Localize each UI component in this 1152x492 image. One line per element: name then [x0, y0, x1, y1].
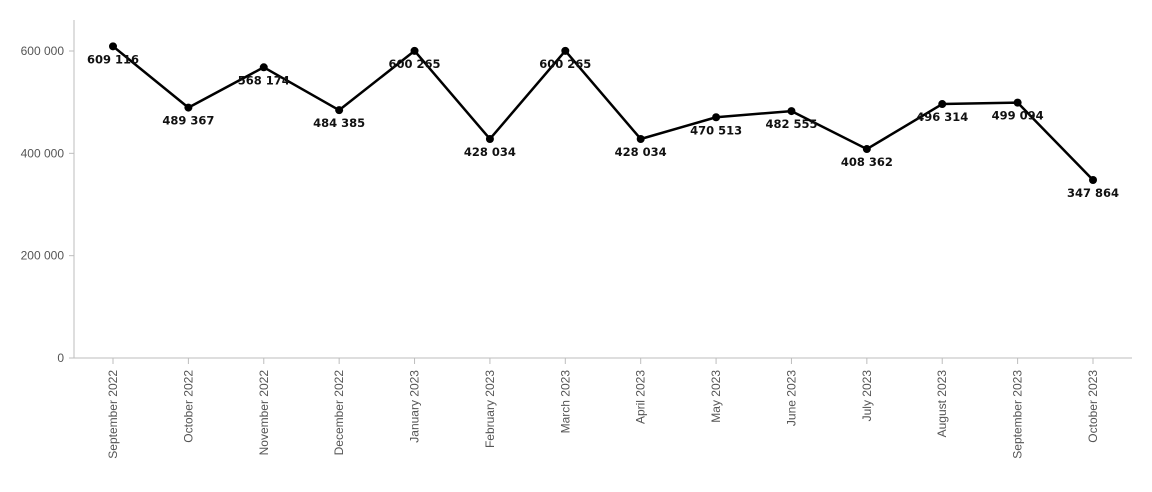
- data-point: [410, 46, 419, 55]
- data-point: [787, 107, 796, 116]
- y-tick-label: 200 000: [21, 249, 65, 263]
- data-label: 484 385: [313, 116, 365, 130]
- x-tick-label: April 2023: [634, 370, 648, 424]
- x-tick-label: January 2023: [408, 370, 422, 443]
- data-point: [938, 100, 947, 109]
- x-tick-label: July 2023: [860, 370, 874, 422]
- x-axis: September 2022 October 2022 November 2022 D…: [74, 357, 1132, 459]
- series-line: [112, 45, 1094, 181]
- data-label: 568 174: [238, 73, 290, 87]
- data-point: [109, 42, 117, 51]
- data-point: [862, 145, 871, 154]
- x-tick-label: June 2023: [784, 370, 798, 426]
- y-tick-label: 600 000: [21, 44, 65, 58]
- data-label: 408 362: [841, 155, 893, 169]
- data-point: [184, 103, 193, 112]
- series: [109, 42, 1097, 185]
- data-point: [1089, 176, 1097, 185]
- data-label: 489 367: [162, 114, 214, 128]
- data-label: 428 034: [464, 145, 516, 159]
- data-label: 496 314: [916, 110, 968, 124]
- data-labels: 609 116 489 367 568 174 484 385 600 265 428 0…: [87, 52, 1119, 200]
- x-tick-label: March 2023: [558, 370, 572, 434]
- x-tick-label: September 2023: [1011, 370, 1025, 459]
- data-point: [636, 134, 645, 143]
- data-label: 499 094: [992, 109, 1044, 123]
- x-tick-label: December 2022: [332, 370, 346, 456]
- data-point: [485, 134, 494, 143]
- x-tick-label: November 2022: [257, 370, 271, 456]
- data-label: 609 116: [87, 52, 139, 66]
- data-point: [561, 46, 570, 55]
- y-tick-label: 0: [57, 351, 64, 365]
- data-label: 428 034: [615, 145, 667, 159]
- x-tick-label: October 2022: [181, 370, 195, 443]
- x-tick-label: September 2022: [106, 370, 120, 459]
- x-tick-label: May 2023: [709, 370, 723, 423]
- x-tick-label: February 2023: [483, 370, 497, 448]
- data-point: [335, 106, 344, 115]
- data-label: 347 864: [1067, 186, 1119, 200]
- data-label: 482 555: [765, 117, 817, 131]
- data-label: 600 265: [389, 57, 441, 71]
- data-point: [1013, 98, 1022, 107]
- x-tick-label: August 2023: [935, 370, 949, 438]
- data-label: 470 513: [690, 123, 742, 137]
- y-tick-label: 400 000: [21, 146, 65, 160]
- data-label: 600 265: [539, 57, 591, 71]
- y-axis: 0 200 000 400 000 600 000: [21, 20, 75, 365]
- data-point: [259, 63, 268, 72]
- data-point: [712, 113, 721, 122]
- x-tick-label: October 2023: [1086, 370, 1100, 443]
